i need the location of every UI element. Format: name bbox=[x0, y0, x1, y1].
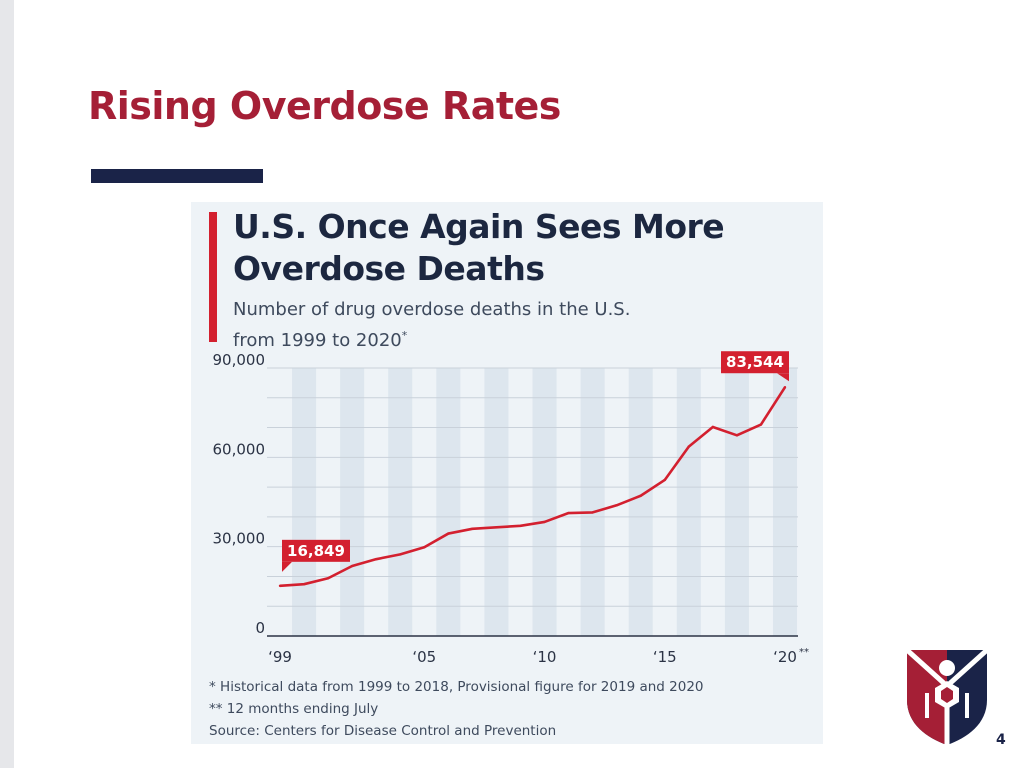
data-point bbox=[639, 494, 642, 497]
y-tick-label: 90,000 bbox=[213, 351, 266, 369]
x-tick-label: ‘10 bbox=[533, 648, 557, 666]
chart-subtitle: Number of drug overdose deaths in the U.… bbox=[233, 297, 633, 354]
x-tick-marker: ** bbox=[799, 647, 809, 658]
y-tick-label: 60,000 bbox=[213, 440, 266, 458]
x-tick-label: ‘15 bbox=[653, 648, 677, 666]
column-band bbox=[676, 368, 701, 636]
column-band bbox=[724, 368, 749, 636]
y-tick-label: 30,000 bbox=[213, 530, 266, 548]
chart-footnotes: * Historical data from 1999 to 2018, Pro… bbox=[209, 676, 704, 742]
data-point bbox=[591, 511, 594, 514]
column-band bbox=[484, 368, 509, 636]
data-point bbox=[471, 527, 474, 530]
data-point bbox=[711, 425, 715, 429]
data-label-pointer bbox=[282, 561, 292, 572]
data-label-box bbox=[721, 351, 789, 374]
data-point bbox=[326, 577, 330, 580]
chart-title: U.S. Once Again Sees More Overdose Death… bbox=[233, 207, 725, 288]
column-band bbox=[436, 368, 461, 636]
data-point bbox=[447, 532, 450, 535]
line-chart: 0 30,000 60,000 90,000 ‘99 ‘05 ‘10 ‘15 ‘20 ** 16,8… bbox=[213, 351, 810, 666]
data-point bbox=[350, 564, 354, 568]
data-point bbox=[687, 445, 691, 448]
column-band bbox=[628, 368, 653, 636]
chart-subtitle-text: Number of drug overdose deaths in the U.… bbox=[233, 299, 631, 351]
series-line bbox=[279, 386, 787, 588]
chart-title-accent-bar bbox=[209, 212, 217, 342]
column-band bbox=[292, 368, 317, 636]
data-point bbox=[423, 546, 426, 549]
x-tick-label: ‘05 bbox=[412, 648, 436, 666]
column-band bbox=[772, 368, 798, 636]
data-point bbox=[783, 386, 787, 389]
data-point bbox=[567, 511, 570, 515]
chart-source: Source: Centers for Disease Control and … bbox=[209, 723, 557, 739]
column-band bbox=[388, 368, 413, 636]
x-tick-label: ‘20 bbox=[773, 648, 797, 666]
data-point bbox=[543, 520, 546, 524]
column-band bbox=[340, 368, 365, 636]
data-point bbox=[735, 434, 739, 437]
data-point bbox=[302, 582, 306, 586]
data-label-box bbox=[282, 539, 350, 562]
data-label-pointer bbox=[777, 373, 789, 382]
data-point bbox=[663, 478, 666, 482]
slide-title: Rising Overdose Rates bbox=[88, 84, 561, 128]
data-point bbox=[759, 423, 763, 426]
page-number: 4 bbox=[996, 732, 1006, 748]
x-tick-label: ‘99 bbox=[268, 648, 292, 666]
data-point bbox=[399, 553, 402, 556]
data-label: 83,544 bbox=[726, 353, 784, 371]
footnote-historical: * Historical data from 1999 to 2018, Pro… bbox=[209, 679, 704, 695]
footnote-12-months: ** 12 months ending July bbox=[209, 701, 379, 717]
data-point bbox=[278, 584, 282, 588]
column-band bbox=[580, 368, 605, 636]
left-edge-stripe bbox=[0, 0, 14, 768]
data-point bbox=[495, 526, 498, 529]
chart-panel: 0 30,000 60,000 90,000 ‘99 ‘05 ‘10 ‘15 ‘20 ** 16,8… bbox=[191, 202, 823, 744]
data-point bbox=[519, 524, 522, 528]
title-underline-bar bbox=[91, 169, 263, 183]
data-label: 16,849 bbox=[287, 542, 345, 560]
chart-subtitle-marker: * bbox=[401, 329, 408, 342]
university-shield-logo bbox=[905, 648, 989, 745]
y-tick-label: 0 bbox=[255, 619, 265, 637]
data-point bbox=[615, 504, 618, 507]
data-point bbox=[374, 557, 378, 561]
column-band bbox=[532, 368, 557, 636]
